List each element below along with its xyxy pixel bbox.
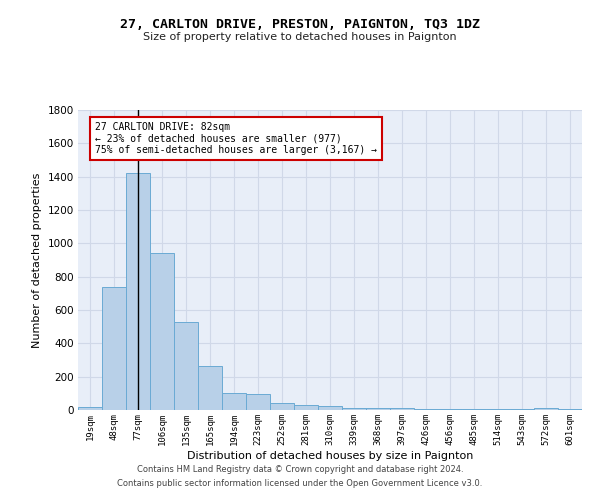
Bar — [126, 174, 150, 410]
Bar — [102, 286, 126, 410]
Bar — [246, 394, 270, 410]
Bar — [414, 409, 438, 410]
Bar — [174, 322, 198, 410]
Bar — [366, 408, 390, 410]
Text: Size of property relative to detached houses in Paignton: Size of property relative to detached ho… — [143, 32, 457, 42]
Bar — [438, 409, 462, 410]
Bar — [78, 406, 102, 410]
Bar — [198, 366, 222, 410]
Text: 27 CARLTON DRIVE: 82sqm
← 23% of detached houses are smaller (977)
75% of semi-d: 27 CARLTON DRIVE: 82sqm ← 23% of detache… — [95, 122, 377, 155]
Bar — [534, 408, 558, 410]
Bar — [150, 254, 174, 410]
Bar — [222, 392, 246, 410]
Bar — [342, 408, 366, 410]
Y-axis label: Number of detached properties: Number of detached properties — [32, 172, 42, 348]
Bar — [558, 409, 582, 410]
Bar — [486, 409, 510, 410]
Text: 27, CARLTON DRIVE, PRESTON, PAIGNTON, TQ3 1DZ: 27, CARLTON DRIVE, PRESTON, PAIGNTON, TQ… — [120, 18, 480, 30]
Bar — [318, 406, 342, 410]
Bar — [510, 409, 534, 410]
Text: Contains HM Land Registry data © Crown copyright and database right 2024.
Contai: Contains HM Land Registry data © Crown c… — [118, 466, 482, 487]
Bar — [390, 408, 414, 410]
Bar — [462, 409, 486, 410]
Bar — [294, 405, 318, 410]
X-axis label: Distribution of detached houses by size in Paignton: Distribution of detached houses by size … — [187, 450, 473, 460]
Bar — [270, 404, 294, 410]
